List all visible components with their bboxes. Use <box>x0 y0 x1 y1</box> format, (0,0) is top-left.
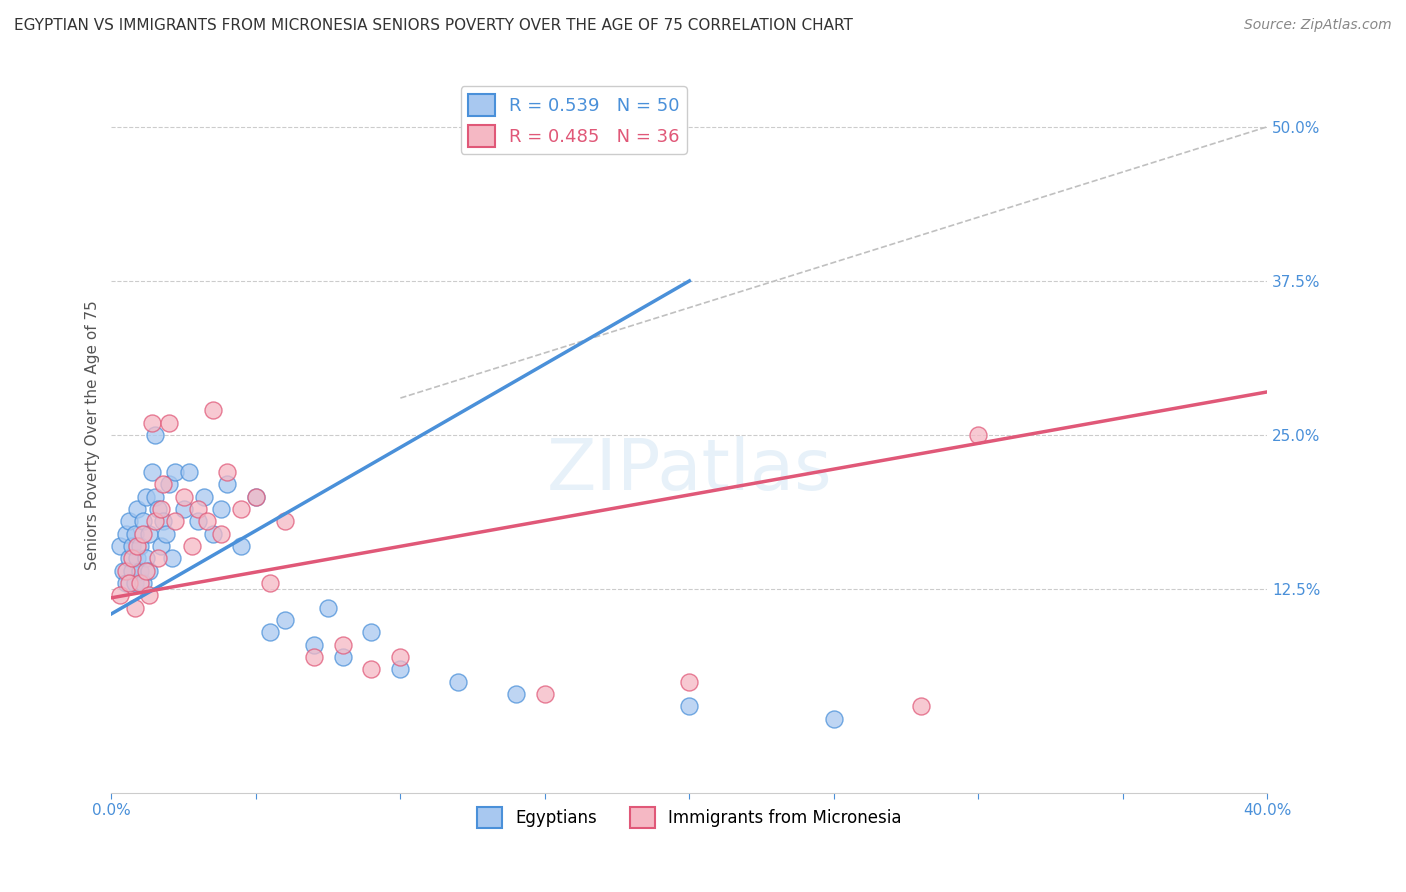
Point <box>447 674 470 689</box>
Point <box>152 477 174 491</box>
Point <box>149 502 172 516</box>
Point <box>193 490 215 504</box>
Legend: Egyptians, Immigrants from Micronesia: Egyptians, Immigrants from Micronesia <box>470 801 908 834</box>
Point <box>129 576 152 591</box>
Point <box>143 514 166 528</box>
Point <box>146 502 169 516</box>
Point <box>389 662 412 676</box>
Point <box>259 625 281 640</box>
Point <box>332 638 354 652</box>
Point <box>108 539 131 553</box>
Point <box>124 576 146 591</box>
Point <box>179 465 201 479</box>
Point <box>259 576 281 591</box>
Point <box>181 539 204 553</box>
Point <box>111 564 134 578</box>
Text: Source: ZipAtlas.com: Source: ZipAtlas.com <box>1244 18 1392 32</box>
Point <box>274 514 297 528</box>
Point <box>245 490 267 504</box>
Point <box>163 465 186 479</box>
Point <box>135 564 157 578</box>
Point <box>201 403 224 417</box>
Point <box>118 514 141 528</box>
Point <box>121 539 143 553</box>
Point <box>195 514 218 528</box>
Point <box>302 638 325 652</box>
Point <box>115 576 138 591</box>
Point <box>215 477 238 491</box>
Point <box>141 416 163 430</box>
Point <box>160 551 183 566</box>
Point <box>138 526 160 541</box>
Point <box>108 588 131 602</box>
Point <box>124 600 146 615</box>
Point <box>121 551 143 566</box>
Point <box>187 502 209 516</box>
Point <box>138 588 160 602</box>
Point <box>138 564 160 578</box>
Point <box>215 465 238 479</box>
Y-axis label: Seniors Poverty Over the Age of 75: Seniors Poverty Over the Age of 75 <box>86 301 100 570</box>
Point <box>173 490 195 504</box>
Point <box>118 551 141 566</box>
Point <box>302 650 325 665</box>
Point <box>823 712 845 726</box>
Point <box>360 662 382 676</box>
Point <box>146 551 169 566</box>
Point <box>316 600 339 615</box>
Point <box>534 687 557 701</box>
Point <box>132 514 155 528</box>
Point <box>141 465 163 479</box>
Point <box>157 416 180 430</box>
Point <box>127 539 149 553</box>
Point <box>135 551 157 566</box>
Point <box>155 526 177 541</box>
Point <box>124 526 146 541</box>
Point <box>332 650 354 665</box>
Point <box>143 428 166 442</box>
Point <box>360 625 382 640</box>
Point <box>129 539 152 553</box>
Point <box>187 514 209 528</box>
Point <box>127 551 149 566</box>
Point <box>118 576 141 591</box>
Point <box>129 564 152 578</box>
Text: ZIPatlas: ZIPatlas <box>547 436 832 505</box>
Point <box>231 539 253 553</box>
Point <box>127 502 149 516</box>
Point <box>157 477 180 491</box>
Point <box>143 490 166 504</box>
Point <box>132 526 155 541</box>
Point <box>245 490 267 504</box>
Point <box>678 699 700 714</box>
Point <box>505 687 527 701</box>
Text: EGYPTIAN VS IMMIGRANTS FROM MICRONESIA SENIORS POVERTY OVER THE AGE OF 75 CORREL: EGYPTIAN VS IMMIGRANTS FROM MICRONESIA S… <box>14 18 853 33</box>
Point <box>115 564 138 578</box>
Point <box>152 514 174 528</box>
Point <box>209 526 232 541</box>
Point <box>163 514 186 528</box>
Point <box>967 428 990 442</box>
Point <box>201 526 224 541</box>
Point <box>121 564 143 578</box>
Point <box>209 502 232 516</box>
Point <box>132 576 155 591</box>
Point <box>135 490 157 504</box>
Point <box>678 674 700 689</box>
Point <box>910 699 932 714</box>
Point <box>173 502 195 516</box>
Point <box>274 613 297 627</box>
Point <box>115 526 138 541</box>
Point <box>231 502 253 516</box>
Point <box>389 650 412 665</box>
Point <box>149 539 172 553</box>
